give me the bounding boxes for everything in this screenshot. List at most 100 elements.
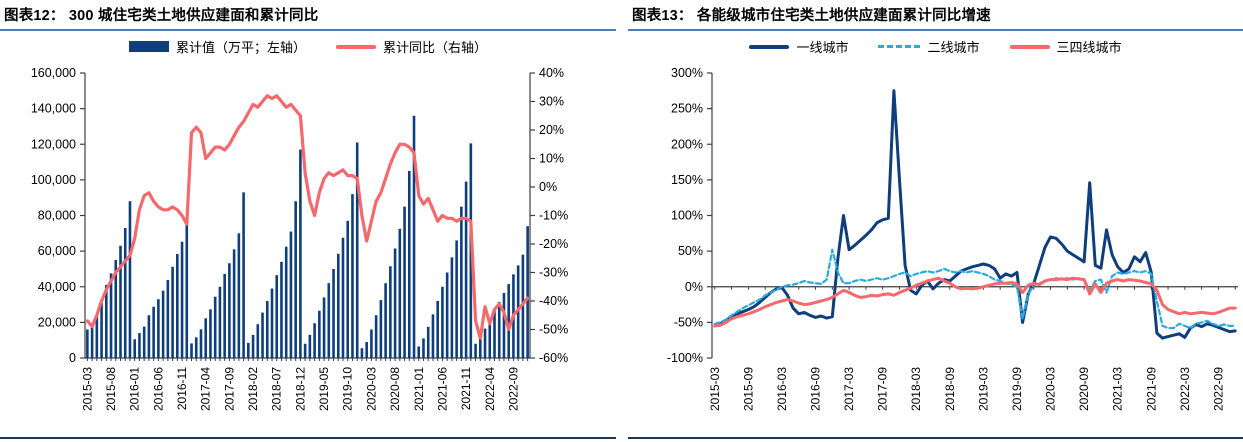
bar xyxy=(507,284,510,358)
line-swatch-icon xyxy=(336,44,376,49)
bar xyxy=(251,334,255,358)
svg-text:0: 0 xyxy=(69,351,76,365)
bar xyxy=(123,227,127,358)
svg-text:2019-10: 2019-10 xyxy=(341,367,355,411)
figure13-title-prefix: 图表13： xyxy=(632,8,693,24)
bar xyxy=(303,343,307,358)
svg-text:-60%: -60% xyxy=(539,351,568,365)
svg-text:2019-05: 2019-05 xyxy=(317,367,331,411)
bar xyxy=(374,315,378,358)
bar xyxy=(478,336,482,358)
svg-text:200%: 200% xyxy=(671,137,703,151)
x-axis-month-ticks xyxy=(86,358,529,361)
bar xyxy=(256,324,260,358)
bar xyxy=(109,273,113,358)
svg-text:150%: 150% xyxy=(671,173,703,187)
figure13-bottom-rule xyxy=(628,437,1243,439)
legend-label: 二线城市 xyxy=(927,40,980,55)
svg-text:2016-06: 2016-06 xyxy=(151,367,165,411)
svg-text:30%: 30% xyxy=(539,95,564,109)
svg-text:2021-09: 2021-09 xyxy=(1144,367,1158,411)
y-axis-labels: 300% 250% 200% 150% 100% 50% 0% -50% -100% xyxy=(667,66,712,365)
line-swatch-icon xyxy=(1009,44,1050,49)
svg-text:2018-02: 2018-02 xyxy=(246,367,260,411)
svg-text:0%: 0% xyxy=(539,180,557,194)
bar xyxy=(199,329,203,358)
bar xyxy=(119,245,122,358)
legend-label: 累计值（万平；左轴） xyxy=(175,40,306,55)
bar xyxy=(218,286,222,358)
bar xyxy=(280,261,283,358)
figure12-bottom-rule xyxy=(0,437,616,439)
dashed-line-swatch-icon xyxy=(878,45,921,48)
legend-label: 累计同比（右轴） xyxy=(383,40,488,55)
bar xyxy=(403,206,406,358)
svg-text:100,000: 100,000 xyxy=(31,173,76,187)
line-cumulative-yoy xyxy=(85,94,530,340)
legend-item-tier34: 三四线城市 xyxy=(1009,37,1122,56)
bar xyxy=(185,222,189,358)
svg-text:2017-09: 2017-09 xyxy=(876,367,890,411)
bar xyxy=(422,338,425,358)
bar xyxy=(100,302,103,358)
bar xyxy=(308,334,312,358)
bar xyxy=(412,115,416,358)
bar xyxy=(114,260,118,358)
svg-text:2018-07: 2018-07 xyxy=(270,367,284,411)
svg-text:-30%: -30% xyxy=(539,266,568,280)
bar xyxy=(142,326,146,358)
bar xyxy=(483,328,487,358)
bar xyxy=(460,206,463,358)
line-series-1 xyxy=(713,248,1237,330)
figure12-title-text: 300 城住宅类土地供应建面和累计同比 xyxy=(68,8,319,24)
bar xyxy=(488,319,492,358)
bar xyxy=(213,296,217,358)
svg-text:2016-11: 2016-11 xyxy=(175,367,189,410)
bar xyxy=(265,301,269,358)
svg-text:2016-03: 2016-03 xyxy=(775,367,789,411)
bar xyxy=(322,297,326,358)
bar xyxy=(360,348,364,358)
bar xyxy=(417,346,421,358)
bar xyxy=(497,301,501,358)
bar-swatch-icon xyxy=(128,41,169,52)
bar xyxy=(346,220,350,358)
x-axis-labels: 2015-03 2015-09 2016-03 2016-09 2017-03 2017-… xyxy=(708,367,1226,411)
svg-text:10%: 10% xyxy=(539,152,564,166)
svg-text:2020-03: 2020-03 xyxy=(364,367,378,411)
bar xyxy=(105,284,108,358)
svg-text:2017-04: 2017-04 xyxy=(199,367,213,411)
bar xyxy=(194,337,198,358)
axes xyxy=(84,73,531,359)
bar xyxy=(275,275,279,358)
figure12-combo-chart: 160,000 140,000 120,000 100,000 80,000 60,000… xyxy=(31,66,568,411)
svg-text:2021-01: 2021-01 xyxy=(412,367,426,411)
legend-item-cumulative-value: 累计值（万平；左轴） xyxy=(128,37,306,56)
svg-text:2021-11: 2021-11 xyxy=(459,367,473,410)
bar xyxy=(166,279,170,358)
svg-text:2022-03: 2022-03 xyxy=(1178,367,1192,411)
svg-text:2016-09: 2016-09 xyxy=(809,367,823,411)
bar xyxy=(299,149,302,358)
bar xyxy=(223,273,226,358)
legend-item-tier2: 二线城市 xyxy=(878,37,980,56)
svg-text:2017-03: 2017-03 xyxy=(842,367,856,411)
line-series-0 xyxy=(713,89,1237,340)
bar xyxy=(327,283,331,358)
bar xyxy=(389,266,392,358)
bar xyxy=(242,192,245,358)
bar xyxy=(90,326,94,358)
bar xyxy=(180,241,184,358)
bar xyxy=(445,272,449,358)
svg-text:-50%: -50% xyxy=(539,323,568,337)
bar xyxy=(86,329,89,358)
svg-text:2021-06: 2021-06 xyxy=(435,367,449,411)
figure13-title-text: 各能级城市住宅类土地供应建面累计同比增速 xyxy=(696,8,991,24)
svg-text:2015-03: 2015-03 xyxy=(708,367,722,411)
bar xyxy=(436,301,439,358)
bar xyxy=(261,312,264,358)
figure12-title-prefix: 图表12： xyxy=(4,8,65,24)
bar xyxy=(526,226,529,358)
bar xyxy=(95,315,99,358)
svg-text:20,000: 20,000 xyxy=(38,315,76,329)
